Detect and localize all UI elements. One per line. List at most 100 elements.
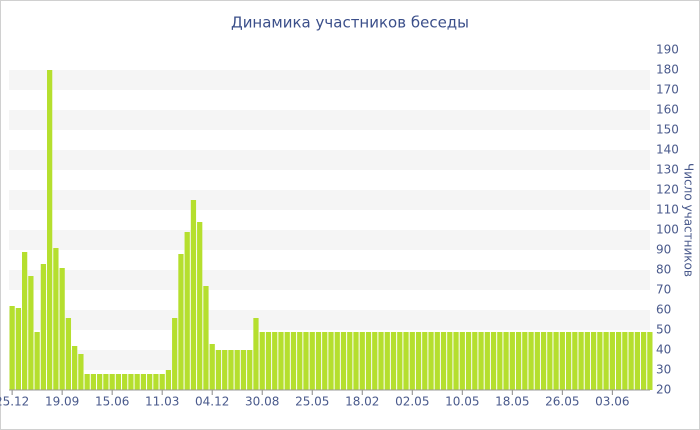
bar: [128, 374, 134, 390]
x-tick-label: 25.12: [0, 395, 29, 409]
bar: [572, 332, 578, 390]
y-tick-label: 50: [656, 323, 671, 337]
bar: [534, 332, 540, 390]
bar: [503, 332, 509, 390]
grid-band: [9, 230, 650, 250]
bar: [72, 346, 78, 390]
bar: [578, 332, 584, 390]
bar: [547, 332, 553, 390]
bar: [634, 332, 640, 390]
bar: [240, 350, 247, 390]
bar: [253, 318, 259, 390]
bar: [172, 318, 178, 390]
bar: [603, 332, 609, 390]
bar: [384, 332, 390, 390]
bar: [78, 354, 84, 390]
bar: [65, 318, 72, 390]
y-tick-label: 100: [656, 223, 679, 237]
bar: [272, 332, 278, 390]
grid-band: [9, 310, 650, 330]
bar: [484, 332, 490, 390]
chart-title: Динамика участников беседы: [231, 14, 469, 32]
bar: [409, 332, 415, 390]
bar: [590, 332, 597, 390]
grid-band: [9, 190, 650, 210]
bar: [147, 374, 153, 390]
bar: [259, 332, 265, 390]
y-tick-label: 60: [656, 303, 671, 317]
bar: [328, 332, 334, 390]
bar: [90, 374, 97, 390]
grid-band: [9, 270, 650, 290]
bar: [428, 332, 434, 390]
bar: [203, 286, 209, 390]
bar: [9, 306, 15, 390]
y-tick-label: 150: [656, 123, 679, 137]
bar: [190, 200, 197, 390]
grid-band: [9, 70, 650, 90]
bar: [115, 374, 122, 390]
y-tick-label: 140: [656, 143, 679, 157]
y-tick-label: 120: [656, 183, 679, 197]
bar: [628, 332, 634, 390]
bar: [497, 332, 503, 390]
bar: [53, 248, 59, 390]
y-axis-label: Число участников: [682, 163, 696, 277]
bar: [440, 332, 447, 390]
bar: [22, 252, 28, 390]
x-tick-label: 02.05: [395, 395, 429, 409]
bar: [434, 332, 440, 390]
bar: [528, 332, 534, 390]
bar: [15, 308, 22, 390]
bar: [465, 332, 472, 390]
bar: [40, 264, 47, 390]
bar: [597, 332, 603, 390]
y-tick-label: 180: [656, 63, 679, 77]
grid-band: [9, 150, 650, 170]
bar: [609, 332, 615, 390]
x-tick-label: 18.02: [345, 395, 379, 409]
bar: [559, 332, 565, 390]
bar: [222, 350, 228, 390]
x-tick-label: 26.05: [545, 395, 579, 409]
bar: [584, 332, 590, 390]
bar: [303, 332, 309, 390]
y-tick-label: 170: [656, 83, 679, 97]
bar: [553, 332, 559, 390]
y-tick-label: 70: [656, 283, 671, 297]
bar: [297, 332, 303, 390]
bar: [453, 332, 459, 390]
bar: [640, 332, 647, 390]
bar: [365, 332, 372, 390]
bar: [322, 332, 328, 390]
bar: [209, 344, 215, 390]
bar: [390, 332, 397, 390]
bar: [309, 332, 315, 390]
bar: [359, 332, 365, 390]
y-tick-label: 190: [656, 43, 679, 57]
bar: [478, 332, 484, 390]
bar: [347, 332, 353, 390]
bar: [278, 332, 284, 390]
bar: [378, 332, 384, 390]
bar: [615, 332, 622, 390]
x-tick-label: 10.05: [445, 395, 479, 409]
bar: [140, 374, 147, 390]
bar: [109, 374, 115, 390]
bar: [647, 332, 653, 390]
bar: [459, 332, 465, 390]
x-tick-label: 11.03: [145, 395, 179, 409]
grid-band: [9, 110, 650, 130]
bar: [415, 332, 422, 390]
bar: [565, 332, 572, 390]
bar: [134, 374, 140, 390]
bar: [34, 332, 40, 390]
bar: [340, 332, 347, 390]
y-tick-label: 130: [656, 163, 679, 177]
y-tick-label: 160: [656, 103, 679, 117]
bar: [509, 332, 515, 390]
y-tick-label: 40: [656, 343, 671, 357]
bar: [103, 374, 109, 390]
x-tick-label: 25.05: [295, 395, 329, 409]
